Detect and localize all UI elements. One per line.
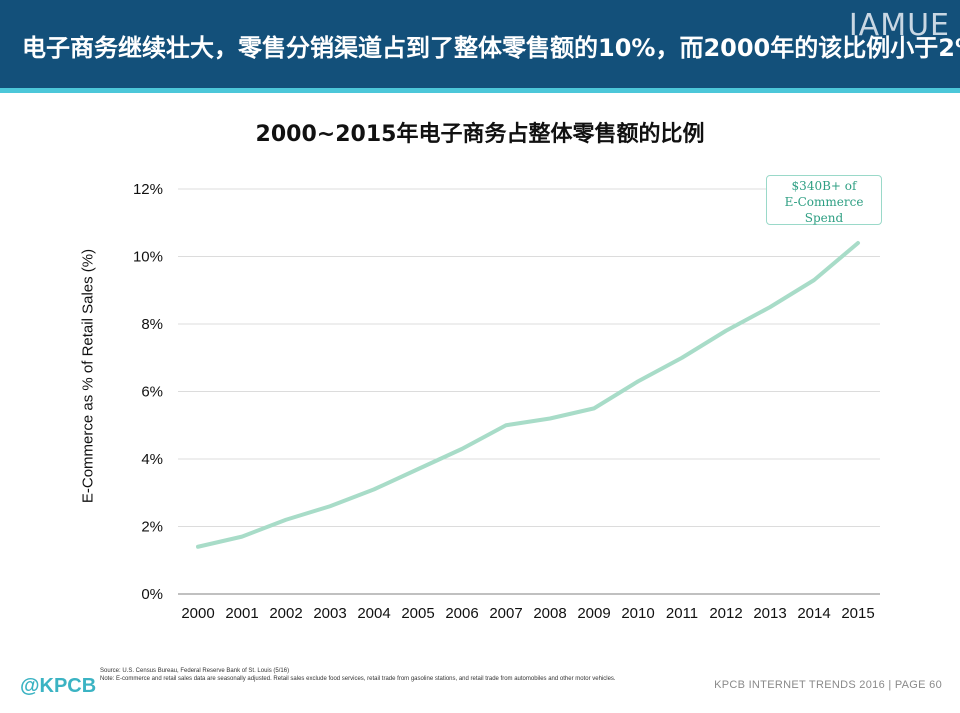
note-line: Note: E-commerce and retail sales data a… <box>100 676 616 682</box>
y-tick-label: 0% <box>141 586 163 603</box>
y-tick-label: 10% <box>133 249 163 266</box>
y-tick-label: 2% <box>141 519 163 536</box>
x-tick-label: 2006 <box>445 605 478 622</box>
x-tick-label: 2005 <box>401 605 434 622</box>
x-tick-label: 2003 <box>313 605 346 622</box>
x-tick-label: 2008 <box>533 605 566 622</box>
source-line: Source: U.S. Census Bureau, Federal Rese… <box>100 668 290 674</box>
y-tick-label: 12% <box>133 181 163 198</box>
page-footer: KPCB INTERNET TRENDS 2016 | PAGE 60 <box>714 679 942 691</box>
annotation-line-1: $340B+ of <box>791 179 857 193</box>
x-tick-label: 2010 <box>621 605 654 622</box>
source-note: Source: U.S. Census Bureau, Federal Rese… <box>100 667 700 683</box>
slide-title: 电子商务继续壮大，零售分销渠道占到了整体零售额的10%，而2000年的该比例小于… <box>22 34 960 62</box>
header-accent-line <box>0 88 960 93</box>
chart-title: 2000~2015年电子商务占整体零售额的比例 <box>255 122 705 147</box>
annotation-line-2: E-Commerce <box>784 195 864 209</box>
chart-gridlines <box>178 188 880 595</box>
x-tick-label: 2000 <box>181 605 214 622</box>
x-tick-label: 2015 <box>841 605 874 622</box>
x-tick-label: 2014 <box>797 605 830 622</box>
x-tick-label: 2009 <box>577 605 610 622</box>
y-axis-label: E-Commerce as % of Retail Sales (%) <box>79 248 97 504</box>
y-axis-ticks: 0% 2% 4% 6% 8% 10% 12% <box>133 181 163 603</box>
x-tick-label: 2012 <box>709 605 742 622</box>
series-line <box>196 241 860 549</box>
x-axis-ticks: 2000 2001 2002 2003 2004 2005 2006 2007 2008 2009… <box>181 605 874 622</box>
brand-watermark: IAMUE <box>848 8 950 43</box>
header-bar <box>0 0 960 88</box>
x-tick-label: 2004 <box>357 605 390 622</box>
x-tick-label: 2001 <box>225 605 258 622</box>
annotation-line-3: Spend <box>804 211 844 225</box>
x-tick-label: 2007 <box>489 605 522 622</box>
spend-annotation: $340B+ of E-Commerce Spend <box>766 175 882 225</box>
kpcb-logo: @KPCB <box>20 675 97 697</box>
y-tick-label: 8% <box>141 316 163 333</box>
x-tick-label: 2011 <box>666 605 698 622</box>
y-tick-label: 6% <box>141 384 163 401</box>
x-tick-label: 2013 <box>753 605 786 622</box>
x-tick-label: 2002 <box>269 605 302 622</box>
y-tick-label: 4% <box>141 451 163 468</box>
